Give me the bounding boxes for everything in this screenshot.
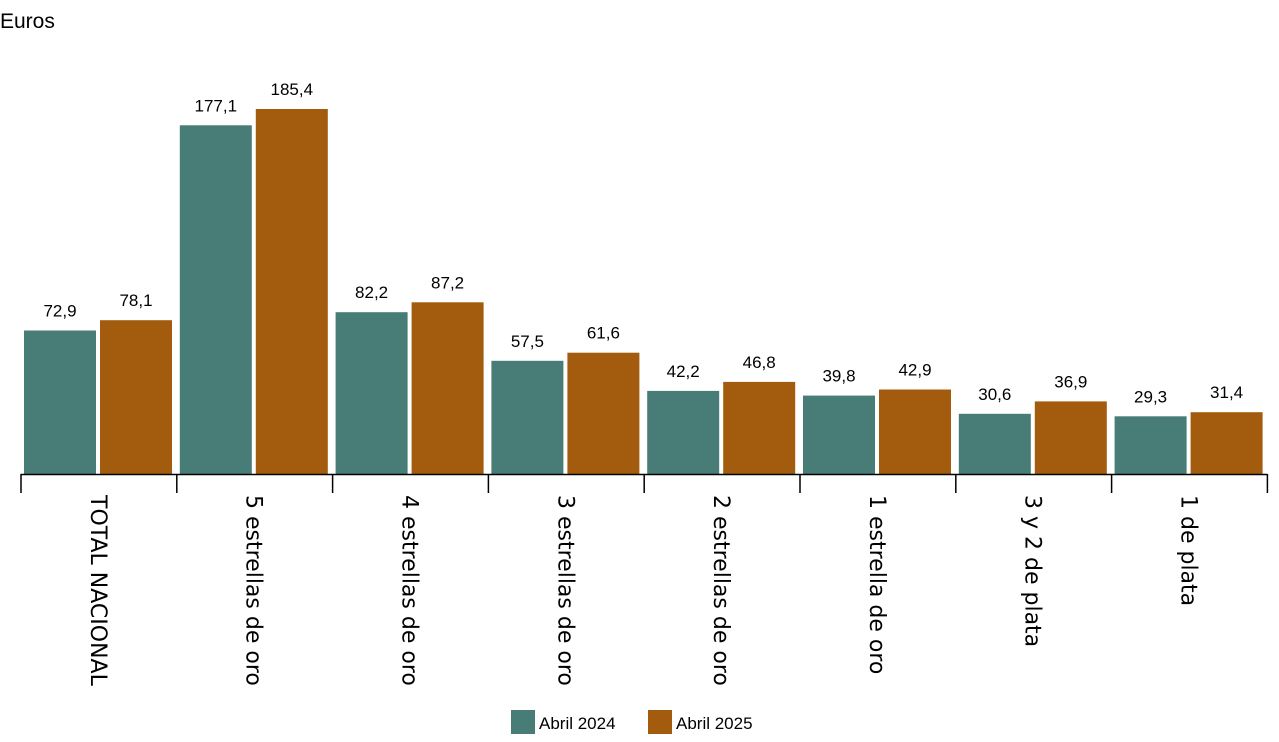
bar-3-estrellas-de-oro-abril-2025 — [567, 352, 640, 474]
bar-4-estrellas-de-oro-abril-2025 — [411, 302, 484, 474]
data-label-total-nacional-abril-2024: 72,9 — [43, 302, 76, 321]
category-label-1-de-plata: 1 de plata — [1176, 495, 1201, 606]
bar-1-de-plata-abril-2024 — [1114, 416, 1187, 474]
bars-group — [24, 109, 1263, 475]
bar-3-y-2-de-plata-abril-2025 — [1034, 401, 1107, 474]
data-label-2-estrellas-de-oro-abril-2025: 46,8 — [743, 353, 776, 372]
data-label-1-estrella-de-oro-abril-2024: 39,8 — [822, 367, 855, 386]
bar-3-y-2-de-plata-abril-2024 — [958, 413, 1031, 474]
bar-5-estrellas-de-oro-abril-2024 — [179, 125, 252, 475]
bar-2-estrellas-de-oro-abril-2024 — [647, 390, 720, 474]
data-label-4-estrellas-de-oro-abril-2024: 82,2 — [355, 283, 388, 302]
bar-1-estrella-de-oro-abril-2024 — [803, 395, 875, 474]
legend-label-abril-2025: Abril 2025 — [676, 714, 753, 733]
data-label-5-estrellas-de-oro-abril-2024: 177,1 — [195, 96, 238, 115]
category-labels-group: TOTAL NACIONAL 5 estrellas de oro 4 estrel… — [85, 494, 1201, 687]
data-label-5-estrellas-de-oro-abril-2025: 185,4 — [271, 80, 314, 99]
bar-total-nacional-abril-2025 — [100, 320, 172, 474]
legend-label-abril-2024: Abril 2024 — [539, 714, 616, 733]
bar-total-nacional-abril-2024 — [24, 330, 96, 474]
data-label-total-nacional-abril-2025: 78,1 — [119, 291, 152, 310]
legend-swatch-abril-2025 — [648, 710, 672, 734]
bar-4-estrellas-de-oro-abril-2024 — [335, 312, 408, 474]
legend-swatch-abril-2024 — [511, 710, 535, 734]
data-label-3-estrellas-de-oro-abril-2025: 61,6 — [587, 324, 620, 343]
data-label-3-y-2-de-plata-abril-2025: 36,9 — [1054, 372, 1087, 391]
data-label-1-de-plata-abril-2025: 31,4 — [1210, 383, 1243, 402]
bar-1-estrella-de-oro-abril-2025 — [879, 389, 951, 474]
data-label-1-estrella-de-oro-abril-2025: 42,9 — [898, 361, 931, 380]
data-label-1-de-plata-abril-2024: 29,3 — [1134, 387, 1167, 406]
data-label-3-estrellas-de-oro-abril-2024: 57,5 — [511, 332, 544, 351]
value-labels-group: 72,9 78,1 177,1 185,4 82,2 87,2 57,5 61,6 42,2 46… — [43, 80, 1243, 406]
category-label-1-estrella-de-oro: 1 estrella de oro — [864, 495, 889, 674]
category-label-3-y-2-de-plata: 3 y 2 de plata — [1020, 495, 1045, 647]
data-label-3-y-2-de-plata-abril-2024: 30,6 — [978, 385, 1011, 404]
category-label-5-estrellas-de-oro: 5 estrellas de oro — [241, 495, 266, 686]
x-axis — [20, 473, 1269, 493]
category-label-4-estrellas-de-oro: 4 estrellas de oro — [397, 495, 422, 686]
category-label-3-estrellas-de-oro: 3 estrellas de oro — [552, 495, 577, 686]
data-label-4-estrellas-de-oro-abril-2025: 87,2 — [431, 273, 464, 292]
y-axis-unit-label: Euros — [0, 10, 55, 33]
legend: Abril 2024 Abril 2025 — [511, 710, 753, 734]
bar-2-estrellas-de-oro-abril-2025 — [723, 381, 796, 474]
bar-1-de-plata-abril-2025 — [1190, 412, 1263, 474]
bar-3-estrellas-de-oro-abril-2024 — [491, 360, 564, 474]
category-label-total-nacional: TOTAL NACIONAL — [85, 494, 110, 687]
bar-5-estrellas-de-oro-abril-2025 — [255, 109, 328, 474]
data-label-2-estrellas-de-oro-abril-2024: 42,2 — [667, 362, 700, 381]
category-label-2-estrellas-de-oro: 2 estrellas de oro — [708, 495, 733, 686]
